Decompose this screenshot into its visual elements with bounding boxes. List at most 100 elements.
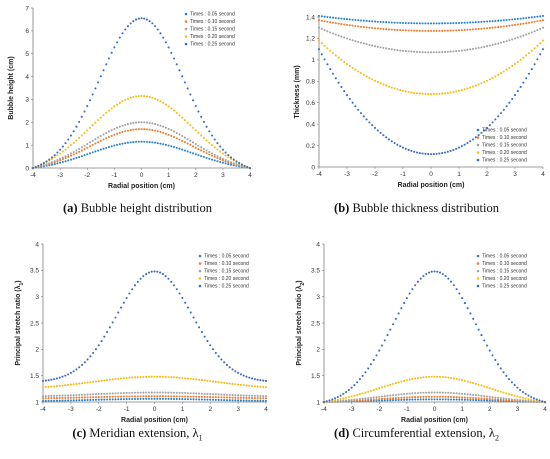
data-point	[75, 152, 78, 155]
caption-b-text: Bubble thickness distribution	[352, 201, 499, 215]
data-point	[436, 398, 439, 401]
data-point	[359, 72, 363, 75]
data-point	[469, 312, 472, 315]
data-point	[69, 383, 72, 386]
data-point	[83, 381, 86, 384]
data-point	[494, 396, 497, 399]
data-point	[83, 144, 86, 147]
data-point	[125, 398, 128, 401]
data-point	[183, 149, 186, 152]
data-point	[390, 21, 393, 24]
data-point	[105, 146, 108, 149]
data-point	[94, 138, 97, 141]
data-point	[334, 54, 337, 57]
caption-c-letter: (c)	[72, 426, 87, 440]
data-point	[170, 129, 173, 132]
data-point	[320, 53, 323, 56]
data-point	[524, 397, 527, 400]
data-point	[186, 138, 189, 141]
data-point	[139, 397, 142, 400]
data-point	[133, 391, 137, 394]
data-point	[194, 104, 197, 108]
data-point	[167, 277, 170, 280]
data-point	[259, 395, 262, 398]
data-point	[361, 399, 364, 402]
data-point	[61, 145, 64, 148]
x-tick-label: 0	[433, 406, 437, 413]
data-point	[116, 132, 119, 135]
data-point	[359, 41, 363, 44]
data-point	[390, 48, 393, 51]
data-point	[331, 72, 335, 75]
data-point	[427, 375, 431, 378]
data-point	[69, 158, 73, 161]
data-point	[452, 50, 455, 53]
data-point	[64, 374, 67, 377]
data-point	[527, 394, 530, 397]
panel-b-bubble-thickness: -4 -3 -2 -1 0 1 2 3 4 0 0.2 0.4 0.6 0.8 1 1.2 1.4 Radial …	[283, 0, 550, 198]
data-point	[463, 28, 466, 32]
data-point	[69, 154, 73, 157]
data-point	[242, 399, 245, 402]
data-point	[386, 397, 389, 400]
data-point	[154, 122, 157, 126]
data-point	[432, 22, 435, 25]
data-point	[326, 63, 329, 66]
data-point	[345, 390, 348, 394]
data-point	[239, 394, 242, 397]
data-point	[364, 398, 367, 402]
data-point	[508, 378, 511, 381]
data-point	[513, 18, 517, 21]
data-point	[365, 26, 368, 29]
data-point	[67, 394, 70, 397]
data-point	[178, 376, 181, 379]
data-point	[213, 153, 216, 156]
data-point	[427, 93, 430, 96]
data-point	[477, 394, 480, 397]
data-point	[408, 396, 411, 399]
data-point	[235, 163, 238, 166]
data-point	[175, 397, 178, 401]
data-point	[508, 393, 511, 396]
x-tick-label: 3	[236, 406, 240, 413]
data-point	[208, 130, 211, 133]
data-point	[430, 395, 433, 398]
data-point	[110, 107, 113, 110]
data-point	[214, 380, 217, 383]
data-point	[256, 394, 259, 398]
data-point	[224, 162, 227, 165]
data-point	[458, 378, 461, 381]
x-tick-label: -2	[376, 406, 382, 413]
data-point	[110, 51, 113, 54]
data-point	[53, 154, 56, 157]
data-point	[129, 96, 132, 99]
data-point	[422, 398, 425, 401]
legend-marker	[476, 158, 480, 162]
data-point	[111, 378, 114, 381]
data-point	[223, 393, 226, 396]
data-point	[251, 377, 254, 380]
data-point	[124, 28, 127, 31]
data-point	[450, 398, 453, 401]
data-point	[110, 145, 113, 148]
data-point	[159, 391, 162, 394]
data-point	[472, 398, 475, 402]
y-tick-label: 1.5	[30, 373, 39, 380]
data-point	[510, 398, 513, 401]
data-point	[400, 307, 403, 310]
data-point	[164, 395, 167, 398]
data-point	[197, 110, 200, 113]
data-point	[186, 395, 189, 398]
data-point	[99, 139, 102, 142]
data-point	[192, 378, 195, 381]
data-point	[354, 25, 357, 28]
data-point	[488, 44, 491, 47]
data-point	[145, 375, 148, 378]
y-tick-label: 3	[316, 294, 320, 301]
data-point	[522, 81, 525, 84]
data-point	[219, 150, 222, 153]
data-point	[477, 134, 480, 137]
legend-entry: Times : 0.25 second	[204, 284, 249, 290]
data-point	[170, 397, 173, 400]
data-point	[178, 147, 181, 150]
